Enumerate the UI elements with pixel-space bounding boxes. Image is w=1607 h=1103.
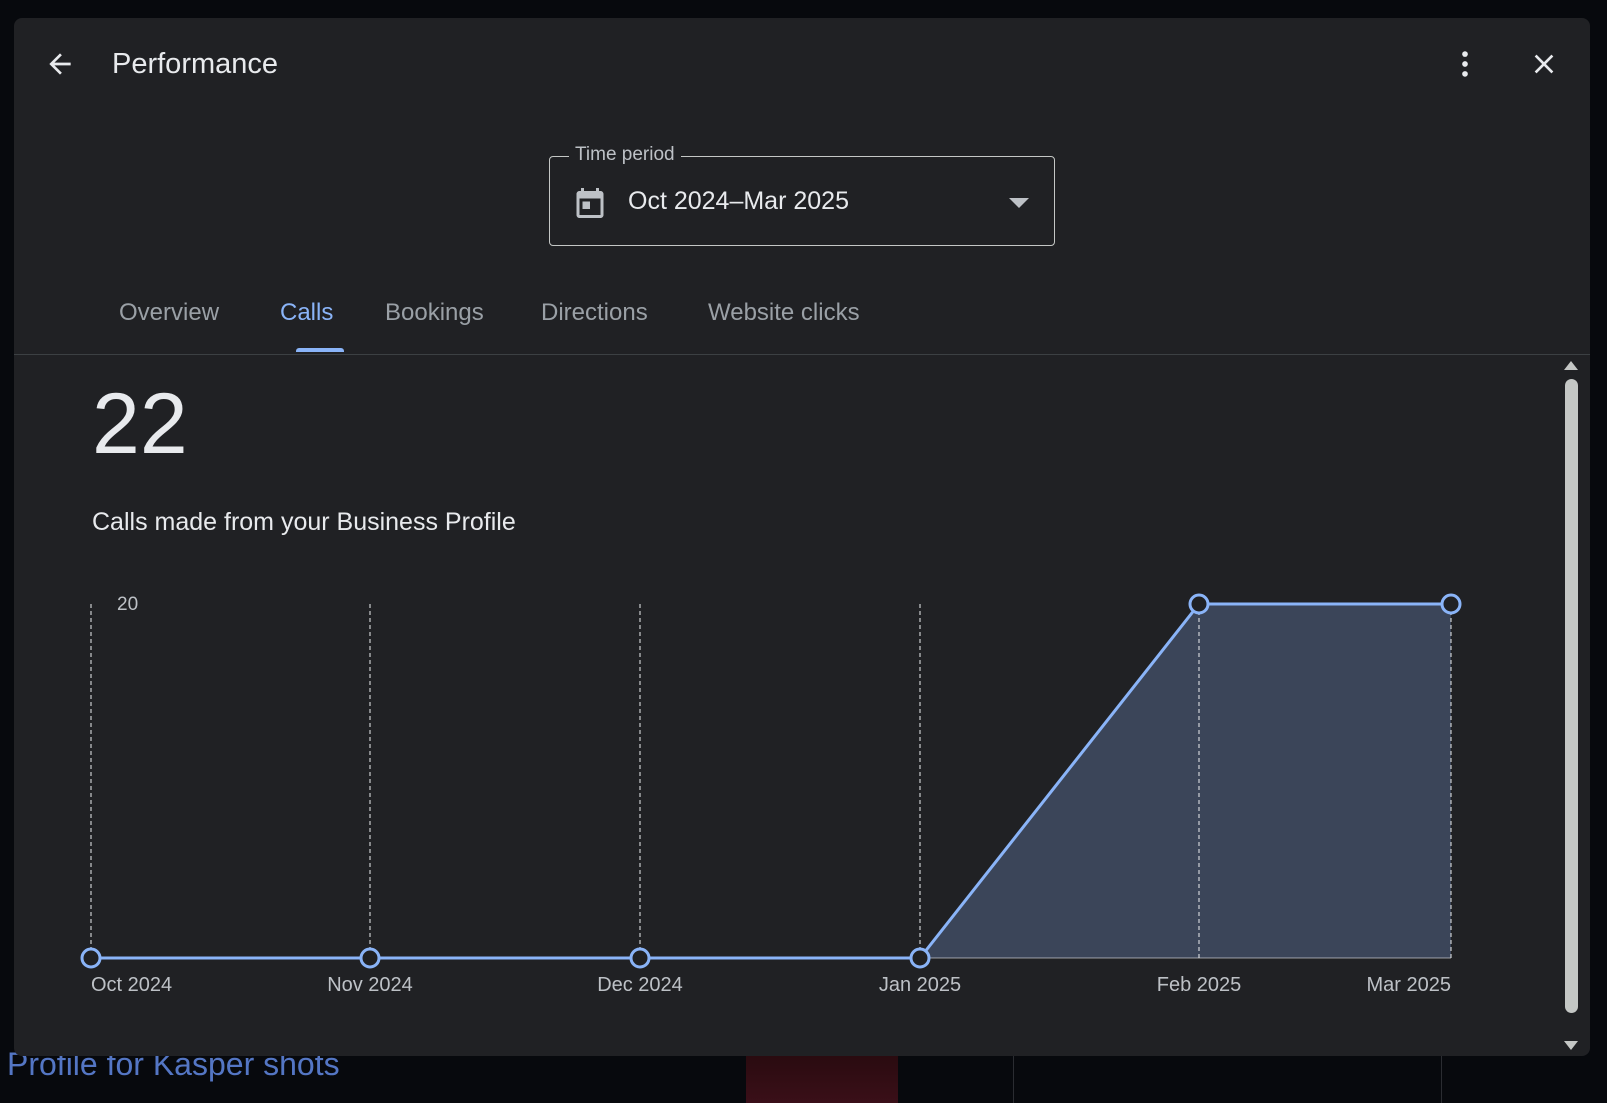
chart-x-tick-label: Dec 2024 (597, 974, 683, 996)
background-thumbnail (746, 1056, 898, 1103)
calendar-icon (576, 188, 604, 218)
performance-dialog: Performance Oct 2024–Mar 2025 Time perio… (14, 18, 1590, 1056)
chart-x-tick-label: Feb 2025 (1157, 974, 1242, 996)
chart-x-tick-label: Oct 2024 (91, 974, 172, 996)
calls-metric-label: Calls made from your Business Profile (92, 508, 516, 536)
dialog-title: Performance (112, 48, 279, 80)
close-icon (1534, 54, 1554, 74)
more-vert-icon (1462, 51, 1468, 77)
chart-y-tick-label: 20 (117, 594, 138, 615)
scroll-up-arrow[interactable] (1564, 361, 1578, 370)
back-button[interactable] (36, 40, 84, 88)
time-period-label: Time period (569, 144, 681, 166)
chart-point (1188, 593, 1210, 615)
chart-point (359, 947, 381, 969)
tab-calls[interactable]: Calls (280, 299, 334, 326)
active-tab-indicator (296, 348, 344, 352)
tab-website-clicks[interactable]: Website clicks (708, 299, 860, 326)
arrow-drop-down-icon (1009, 198, 1029, 208)
chart-x-tick-label: Nov 2024 (327, 974, 413, 996)
scroll-thumb[interactable] (1565, 379, 1578, 1013)
chart-point (629, 947, 651, 969)
chart-area-fill (91, 604, 1451, 958)
chart-point (80, 947, 102, 969)
scrollbar[interactable] (1554, 355, 1590, 1056)
close-button[interactable] (1520, 40, 1568, 88)
tab-directions[interactable]: Directions (541, 299, 648, 326)
calls-total: 22 (92, 376, 188, 472)
chart-point (1440, 593, 1462, 615)
time-period-select[interactable]: Oct 2024–Mar 2025 (549, 156, 1055, 246)
time-period-field: Oct 2024–Mar 2025 Time period (549, 138, 1057, 246)
chart-x-tick-label: Mar 2025 (1367, 974, 1452, 996)
dialog-header: Performance (14, 18, 1590, 110)
scroll-down-arrow[interactable] (1564, 1041, 1578, 1050)
calls-panel: 22 Calls made from your Business Profile… (14, 355, 1554, 1056)
more-options-button[interactable] (1441, 40, 1489, 88)
tab-bookings[interactable]: Bookings (385, 299, 484, 326)
background-divider (1013, 1056, 1014, 1103)
time-period-value: Oct 2024–Mar 2025 (628, 187, 849, 215)
tab-bar: Overview Calls Bookings Directions Websi… (14, 274, 1590, 355)
chart-series-line (91, 602, 1451, 960)
chart-x-tick-label: Jan 2025 (879, 974, 961, 996)
arrow-back-icon (49, 53, 71, 75)
tab-overview[interactable]: Overview (119, 299, 220, 326)
chart-point (909, 947, 931, 969)
calls-chart: 20 Oct 2024 Nov 2024 Dec 2024 Jan 2025 Feb 20… (80, 593, 1462, 996)
background-divider (1441, 1056, 1442, 1103)
